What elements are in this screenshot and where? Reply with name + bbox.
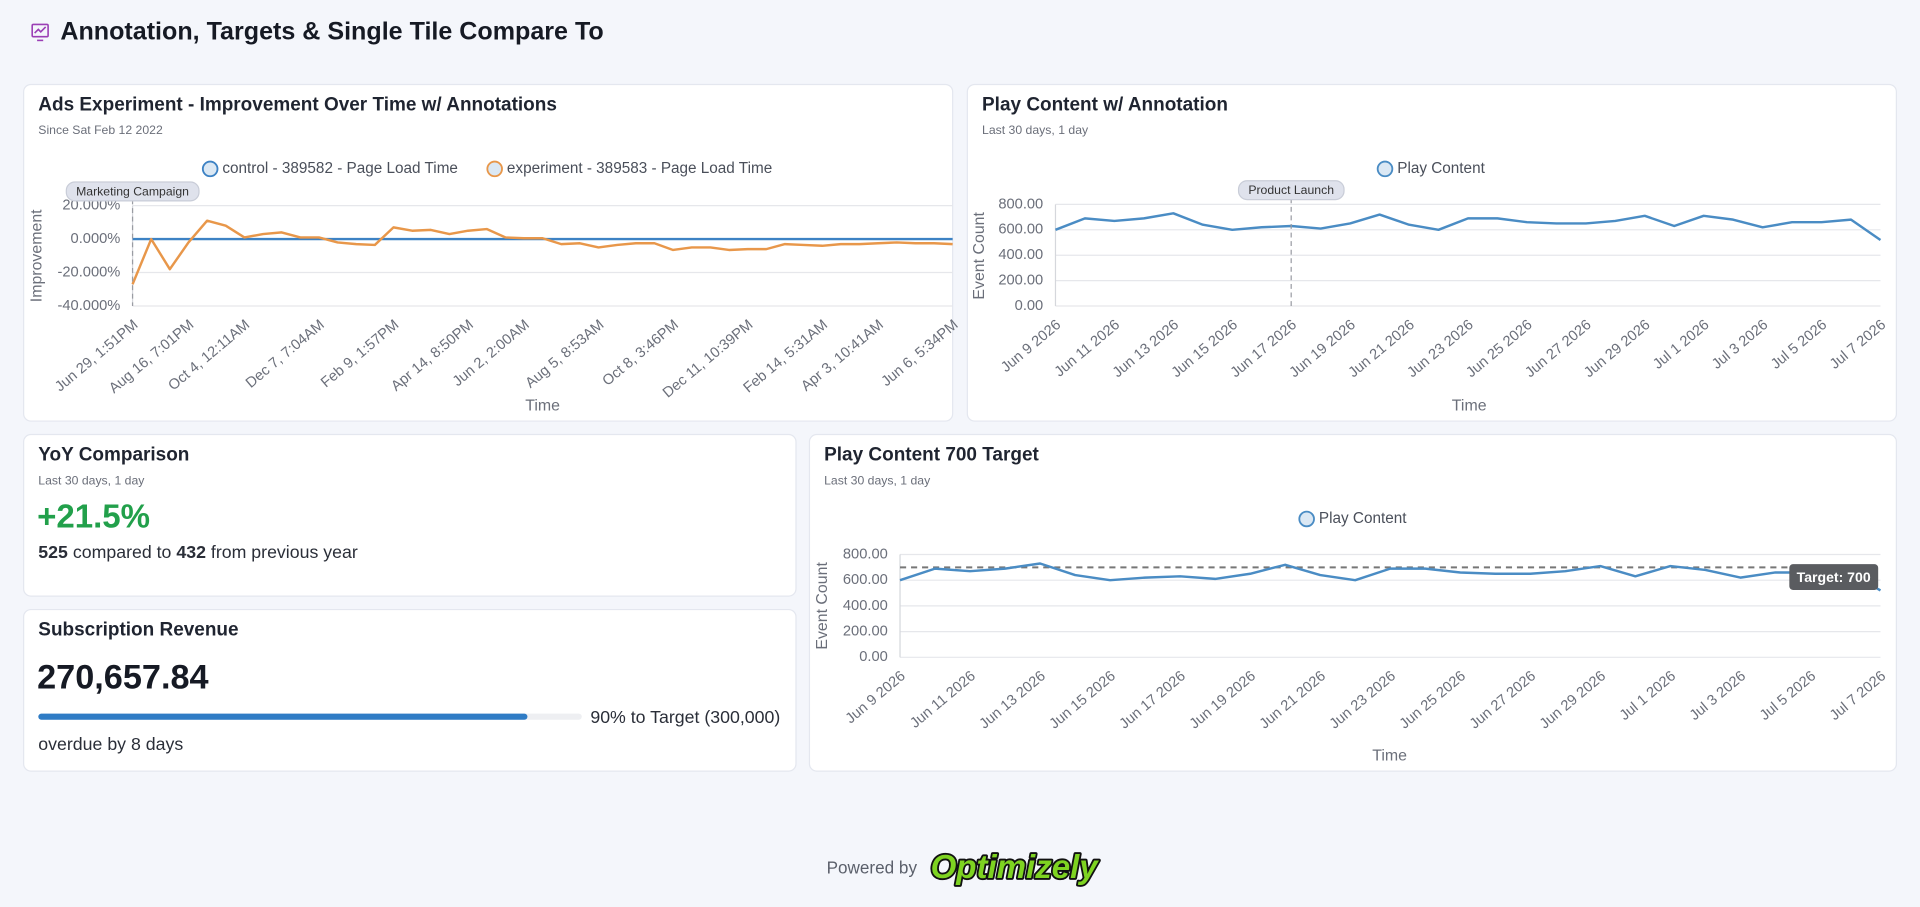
page-title: Annotation, Targets & Single Tile Compar… <box>60 18 603 46</box>
legend-label: experiment - 389583 - Page Load Time <box>507 160 772 177</box>
target-badge: Target: 700 <box>1789 564 1879 590</box>
y-axis-label: Improvement <box>28 209 45 302</box>
legend-marker <box>1376 160 1394 178</box>
y-tick-label: 0.00 <box>859 649 888 665</box>
y-tick-label: 400.00 <box>843 598 888 614</box>
annotation-label: Product Launch <box>1248 183 1334 197</box>
legend: Play Content <box>1298 510 1407 528</box>
x-axis-label: Time <box>1452 398 1487 415</box>
y-tick-label: 0.000% <box>71 231 121 247</box>
y-tick-label: 600.00 <box>998 222 1043 238</box>
y-tick-label: 200.00 <box>998 272 1043 288</box>
brand-logo[interactable]: Optimizely <box>929 847 1101 888</box>
card <box>23 433 797 597</box>
y-axis-label: Event Count <box>814 562 831 650</box>
suffix-text: from previous year <box>211 542 358 562</box>
y-axis-label: Event Count <box>971 211 988 299</box>
legend: Play Content <box>1376 160 1486 178</box>
card-subtitle: Since Sat Feb 12 2022 <box>38 123 163 137</box>
header-icon <box>31 23 49 42</box>
series-line <box>899 562 1882 592</box>
annotation: Product Launch <box>1237 180 1345 201</box>
x-axis-label: Time <box>525 398 560 415</box>
current-value: 525 <box>38 542 68 562</box>
y-tick-label: -20.000% <box>58 264 121 280</box>
card-subtitle: Last 30 days, 1 day <box>824 473 931 487</box>
yoy-change: +21.5% <box>37 499 150 536</box>
legend: control - 389582 - Page Load Time experim… <box>201 160 772 178</box>
card-title: Ads Experiment - Improvement Over Time w… <box>38 94 557 115</box>
y-tick-label: 800.00 <box>843 546 888 562</box>
legend-marker <box>201 160 219 178</box>
annotation-bg <box>65 181 200 202</box>
card-title: Subscription Revenue <box>38 619 238 640</box>
target-badge-bg <box>1789 564 1879 590</box>
revenue-value: 270,657.84 <box>37 658 209 696</box>
series-line <box>1055 212 1882 241</box>
legend-marker <box>486 160 503 178</box>
yoy-summary: 525 compared to 432 from previous year <box>38 542 358 562</box>
legend-marker <box>1298 510 1315 528</box>
card-subtitle: Last 30 days, 1 day <box>982 123 1089 137</box>
card-title: Play Content w/ Annotation <box>982 94 1228 115</box>
card <box>23 83 954 422</box>
card <box>808 433 1897 772</box>
y-tick-label: 800.00 <box>998 196 1043 212</box>
compared-text: compared to <box>73 542 172 562</box>
overdue-note: overdue by 8 days <box>38 734 183 754</box>
progress-label: 90% to Target (300,000) <box>590 707 780 727</box>
card-title: Play Content 700 Target <box>824 444 1039 465</box>
legend-label: Play Content <box>1319 510 1407 527</box>
powered-by: Powered by <box>827 858 918 878</box>
progress-bar <box>38 713 528 720</box>
target-label: Target: 700 <box>1797 569 1871 585</box>
legend-label: control - 389582 - Page Load Time <box>222 160 458 177</box>
card <box>966 83 1897 422</box>
y-tick-label: 20.000% <box>62 198 120 214</box>
x-axis-label: Time <box>1372 748 1407 765</box>
card-subtitle: Last 30 days, 1 day <box>38 473 145 487</box>
y-tick-label: 600.00 <box>843 572 888 588</box>
card-title: YoY Comparison <box>38 444 189 465</box>
y-tick-label: -40.000% <box>58 298 121 314</box>
y-tick-label: 200.00 <box>843 623 888 639</box>
y-tick-label: 0.00 <box>1015 298 1044 314</box>
legend-label: Play Content <box>1397 160 1485 177</box>
annotation-label: Marketing Campaign <box>76 184 189 198</box>
series-line <box>131 219 953 285</box>
annotation: Marketing Campaign <box>65 181 200 202</box>
y-tick-label: 400.00 <box>998 247 1043 263</box>
annotation-bg <box>1237 180 1345 201</box>
previous-value: 432 <box>176 542 206 562</box>
card <box>23 608 797 772</box>
